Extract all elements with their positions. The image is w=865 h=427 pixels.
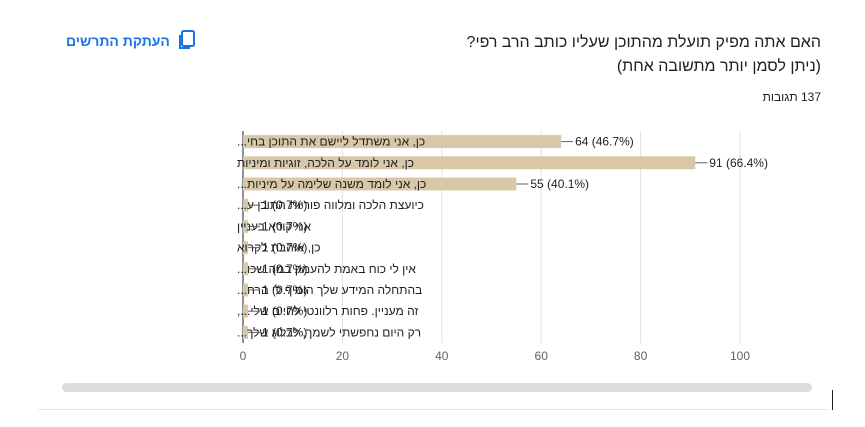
- response-count: 137 תגובות: [762, 90, 821, 104]
- x-tick-label: 100: [730, 349, 750, 363]
- category-label: כן, אני לומד על הלכה, זוגיות ומיניות: [237, 156, 414, 170]
- category-label: כן, אני משתדל ליישם את התוכן בחי...: [237, 135, 425, 149]
- category-label: רק היום נחפשתי לשמך, לבלוג שלך...: [237, 325, 421, 339]
- category-label: כן, אוהבת לקרוא: [237, 241, 321, 255]
- data-label: 1 (0.7%): [262, 241, 307, 255]
- category-label: כן, אני לומד משנה שלימה על מיניות...: [237, 177, 426, 191]
- data-label: 1 (0.7%): [262, 198, 307, 212]
- data-label: 55 (40.1%): [530, 177, 589, 191]
- horizontal-scrollbar[interactable]: [62, 383, 812, 392]
- category-label: אין לי כוח באמת להעמק במה שכו...: [237, 262, 416, 276]
- category-label: בהתחלה המידע שלך הוסיף לי הרח...: [237, 283, 422, 297]
- copy-chart-label: העתקת התרשים: [66, 33, 170, 49]
- bar: [243, 283, 248, 297]
- bar: [243, 241, 248, 255]
- data-label: 1 (0.7%): [262, 283, 307, 297]
- question-title-line2: (ניתן לסמן יותר מתשובה אחת): [616, 58, 821, 75]
- bar: [243, 219, 248, 233]
- responses-bar-chart: 0 20 40 60 80 100 כן, אני משתדל ליישם את התוכן…: [237, 131, 768, 363]
- copy-icon: [178, 29, 196, 53]
- bar: [243, 325, 248, 339]
- bar: [243, 304, 248, 318]
- bar: [243, 262, 248, 276]
- text-cursor: [832, 390, 833, 410]
- bar: [243, 156, 696, 170]
- category-label: זה מעניין. פחות רלוונטי לחיים שלי...,: [237, 304, 418, 318]
- category-label: אני קורא בעניין: [237, 219, 312, 233]
- data-label: 1 (0.7%): [262, 325, 307, 339]
- bar: [243, 198, 248, 212]
- data-label: 1 (0.7%): [262, 304, 307, 318]
- category-label: כיועצת הלכה ומלווה פוריות התוכן ע...: [237, 198, 424, 212]
- x-tick-label: 80: [634, 349, 648, 363]
- question-title-line1: האם אתה מפיק תועלת מהתוכן שעליו כותב הרב…: [466, 34, 821, 51]
- data-label: 91 (66.4%): [709, 156, 768, 170]
- bar: [243, 177, 517, 191]
- data-label: 64 (46.7%): [575, 135, 634, 149]
- x-tick-label: 40: [435, 349, 449, 363]
- data-label: 1 (0.7%): [262, 262, 307, 276]
- copy-chart-button[interactable]: העתקת התרשים: [66, 29, 196, 53]
- divider: [38, 409, 828, 410]
- x-tick-label: 0: [240, 349, 247, 363]
- x-tick-label: 20: [336, 349, 350, 363]
- x-tick-label: 60: [535, 349, 549, 363]
- question-title: האם אתה מפיק תועלת מהתוכן שעליו כותב הרב…: [301, 31, 821, 79]
- bar: [243, 135, 562, 149]
- data-label: 1 (0.7%): [262, 219, 307, 233]
